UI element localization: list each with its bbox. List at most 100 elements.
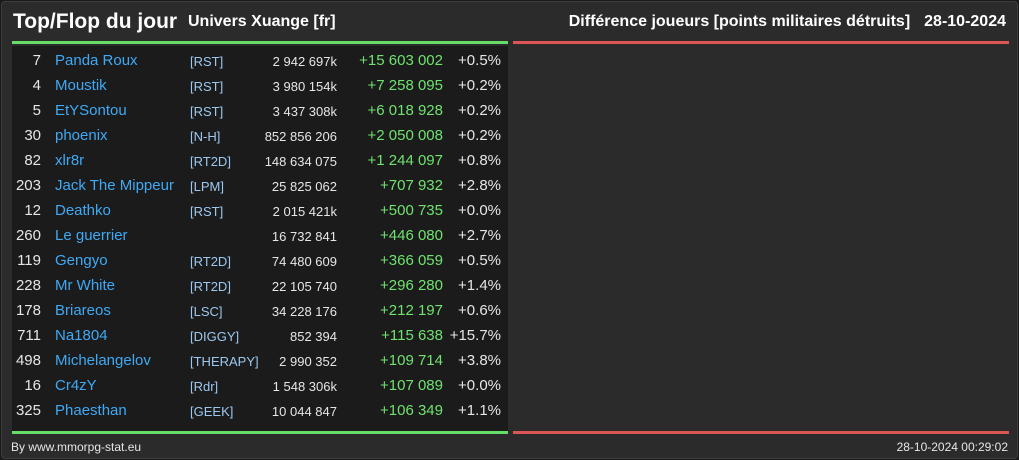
alliance-tag-link[interactable]: [LSC] xyxy=(190,304,223,319)
top-divider-line xyxy=(12,41,508,44)
player-name-link[interactable]: phoenix xyxy=(55,127,108,144)
player-name-link[interactable]: Cr4zY xyxy=(55,377,97,394)
alliance-tag-link[interactable]: [N-H] xyxy=(190,129,221,144)
table-row: 16 Cr4zY [Rdr] 1 548 306k +107 089 +0.0% xyxy=(12,374,508,399)
rank-cell: 203 xyxy=(15,177,41,194)
rank-cell: 228 xyxy=(15,277,41,294)
table-row: 30 phoenix [N-H] 852 856 206 +2 050 008 +0.2% xyxy=(12,124,508,149)
points-cell: 16 732 841 xyxy=(271,229,337,244)
points-cell: 3 980 154k xyxy=(272,79,337,94)
player-name-link[interactable]: Panda Roux xyxy=(55,52,138,69)
flop-bottom-line xyxy=(513,431,1009,434)
difference-cell: +296 280 xyxy=(380,277,443,294)
table-row: 203 Jack The Mippeur [LPM] 25 825 062 +707 9… xyxy=(12,174,508,199)
difference-cell: +2 050 008 xyxy=(367,127,444,144)
difference-cell: +115 638 xyxy=(381,327,443,344)
alliance-tag-link[interactable]: [RST] xyxy=(190,54,224,69)
table-row: 498 Michelangelov [THERAPY] 2 990 352 +109 7… xyxy=(12,349,508,374)
alliance-tag-link[interactable]: [RT2D] xyxy=(190,279,231,294)
alliance-tag-link[interactable]: [Rdr] xyxy=(190,379,219,394)
table-row: 12 Deathko [RST] 2 015 421k +500 735 +0.0% xyxy=(12,199,508,224)
page-title: Top/Flop du jour xyxy=(13,10,178,33)
player-name-link[interactable]: Le guerrier xyxy=(55,227,128,244)
difference-cell: +1 244 097 xyxy=(367,152,444,169)
alliance-tag-link[interactable]: [LPM] xyxy=(190,179,224,194)
alliance-tag-link[interactable]: [RST] xyxy=(190,204,224,219)
player-name-link[interactable]: Jack The Mippeur xyxy=(55,177,174,194)
player-name-link[interactable]: Moustik xyxy=(55,77,107,94)
player-name-link[interactable]: Phaesthan xyxy=(55,402,127,419)
difference-cell: +109 714 xyxy=(380,352,443,369)
percent-cell: +0.6% xyxy=(458,302,501,319)
table-row: 178 Briareos [LSC] 34 228 176 +212 197 +0.6% xyxy=(12,299,508,324)
table-row: 711 Na1804 [DIGGY] 852 394 +115 638 +15.7% xyxy=(12,324,508,349)
player-name-link[interactable]: Briareos xyxy=(55,302,111,319)
points-cell: 2 990 352 xyxy=(279,354,337,369)
player-name-link[interactable]: EtYSontou xyxy=(55,102,127,119)
footer-timestamp: 28-10-2024 00:29:02 xyxy=(896,440,1008,454)
percent-cell: +0.5% xyxy=(458,252,501,269)
alliance-tag-link[interactable]: [RST] xyxy=(190,104,224,119)
alliance-tag-link[interactable]: [DIGGY] xyxy=(190,329,240,344)
percent-cell: +2.7% xyxy=(458,227,501,244)
rank-cell: 5 xyxy=(32,102,41,119)
points-cell: 148 634 075 xyxy=(264,154,337,169)
player-name-link[interactable]: Na1804 xyxy=(55,327,108,344)
player-name-link[interactable]: Gengyo xyxy=(55,252,108,269)
difference-cell: +15 603 002 xyxy=(359,52,443,69)
alliance-tag-link[interactable]: [RT2D] xyxy=(190,254,231,269)
rank-cell: 16 xyxy=(24,377,41,394)
table-row: 325 Phaesthan [GEEK] 10 044 847 +106 349 +1.1… xyxy=(12,399,508,424)
alliance-tag-link[interactable]: [RST] xyxy=(190,79,224,94)
percent-cell: +0.8% xyxy=(458,152,501,169)
points-cell: 852 394 xyxy=(290,329,337,344)
ranking-subtitle: Différence joueurs [points militaires dé… xyxy=(569,13,1006,31)
points-cell: 25 825 062 xyxy=(271,179,337,194)
player-name-link[interactable]: Mr White xyxy=(55,277,115,294)
points-cell: 22 105 740 xyxy=(271,279,337,294)
points-cell: 2 015 421k xyxy=(272,204,337,219)
rank-cell: 498 xyxy=(15,352,41,369)
rank-cell: 4 xyxy=(32,77,41,94)
player-name-link[interactable]: Michelangelov xyxy=(55,352,151,369)
points-cell: 2 942 697k xyxy=(272,54,337,69)
difference-cell: +212 197 xyxy=(380,302,443,319)
universe-label: Univers Xuange [fr] xyxy=(188,13,336,30)
ranking-type: Différence joueurs [points militaires dé… xyxy=(568,13,911,30)
table-row: 7 Panda Roux [RST] 2 942 697k +15 603 002 +0.… xyxy=(12,49,508,74)
percent-cell: +2.8% xyxy=(458,177,501,194)
difference-cell: +6 018 928 xyxy=(367,102,444,119)
top-panel: 7 Panda Roux [RST] 2 942 697k +15 603 002 +0.… xyxy=(12,46,508,431)
difference-cell: +707 932 xyxy=(380,177,443,194)
table-row: 82 xlr8r [RT2D] 148 634 075 +1 244 097 +0.8% xyxy=(12,149,508,174)
header: Top/Flop du jour Univers Xuange [fr] Dif… xyxy=(2,2,1017,42)
flop-divider-line xyxy=(513,41,1009,44)
percent-cell: +0.5% xyxy=(458,52,501,69)
alliance-tag-link[interactable]: [THERAPY] xyxy=(190,354,259,369)
percent-cell: +1.4% xyxy=(458,277,501,294)
table-row: 119 Gengyo [RT2D] 74 480 609 +366 059 +0.5% xyxy=(12,249,508,274)
player-name-link[interactable]: xlr8r xyxy=(55,152,85,169)
table-row: 260 Le guerrier 16 732 841 +446 080 +2.7% xyxy=(12,224,508,249)
alliance-tag-link[interactable]: [RT2D] xyxy=(190,154,231,169)
rank-cell: 12 xyxy=(24,202,41,219)
rank-cell: 30 xyxy=(24,127,41,144)
points-cell: 74 480 609 xyxy=(271,254,337,269)
difference-cell: +107 089 xyxy=(380,377,443,394)
header-date: 28-10-2024 xyxy=(924,13,1006,30)
percent-cell: +0.2% xyxy=(458,77,501,94)
table-row: 228 Mr White [RT2D] 22 105 740 +296 280 +1.4% xyxy=(12,274,508,299)
top-bottom-line xyxy=(12,431,508,434)
percent-cell: +0.0% xyxy=(458,202,501,219)
source-link[interactable]: By www.mmorpg-stat.eu xyxy=(11,440,142,454)
player-name-link[interactable]: Deathko xyxy=(55,202,111,219)
rank-cell: 178 xyxy=(15,302,41,319)
difference-cell: +500 735 xyxy=(380,202,443,219)
rank-cell: 325 xyxy=(15,402,41,419)
points-cell: 852 856 206 xyxy=(264,129,337,144)
rank-cell: 82 xyxy=(24,152,41,169)
alliance-tag-link[interactable]: [GEEK] xyxy=(190,404,234,419)
table-row: 5 EtYSontou [RST] 3 437 308k +6 018 928 +0.2% xyxy=(12,99,508,124)
percent-cell: +0.0% xyxy=(458,377,501,394)
points-cell: 10 044 847 xyxy=(271,404,337,419)
